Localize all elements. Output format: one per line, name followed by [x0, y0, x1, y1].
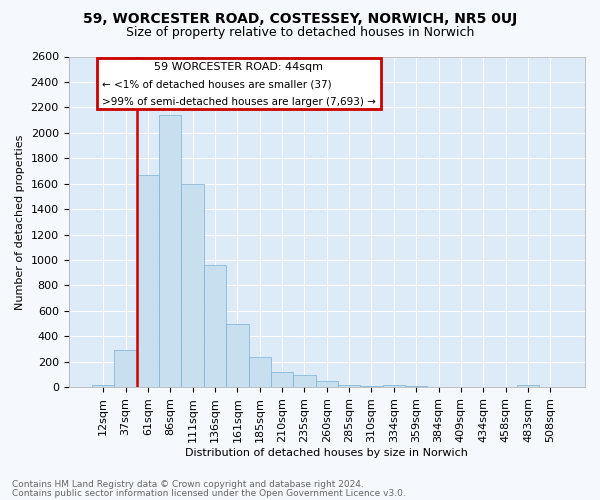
Bar: [427, 386, 450, 387]
Bar: [181, 184, 204, 387]
Bar: [361, 386, 383, 387]
Text: >99% of semi-detached houses are larger (7,693) →: >99% of semi-detached houses are larger …: [102, 96, 376, 106]
Bar: [137, 175, 159, 387]
Bar: [115, 350, 137, 387]
Text: ← <1% of detached houses are smaller (37): ← <1% of detached houses are smaller (37…: [102, 80, 332, 90]
Text: Contains HM Land Registry data © Crown copyright and database right 2024.: Contains HM Land Registry data © Crown c…: [12, 480, 364, 489]
FancyBboxPatch shape: [97, 58, 381, 110]
Bar: [472, 386, 494, 387]
Bar: [405, 386, 427, 387]
Text: Size of property relative to detached houses in Norwich: Size of property relative to detached ho…: [126, 26, 474, 39]
Text: 59, WORCESTER ROAD, COSTESSEY, NORWICH, NR5 0UJ: 59, WORCESTER ROAD, COSTESSEY, NORWICH, …: [83, 12, 517, 26]
Text: 59 WORCESTER ROAD: 44sqm: 59 WORCESTER ROAD: 44sqm: [154, 62, 323, 72]
Bar: [293, 375, 316, 387]
X-axis label: Distribution of detached houses by size in Norwich: Distribution of detached houses by size …: [185, 448, 468, 458]
Bar: [271, 372, 293, 387]
Bar: [383, 386, 405, 387]
Bar: [338, 385, 361, 387]
Y-axis label: Number of detached properties: Number of detached properties: [15, 134, 25, 310]
Bar: [226, 324, 248, 387]
Text: Contains public sector information licensed under the Open Government Licence v3: Contains public sector information licen…: [12, 489, 406, 498]
Bar: [204, 265, 226, 387]
Bar: [248, 358, 271, 387]
Bar: [517, 384, 539, 387]
Bar: [92, 384, 115, 387]
Bar: [159, 115, 181, 387]
Bar: [450, 386, 472, 387]
Bar: [494, 386, 517, 387]
Bar: [316, 382, 338, 387]
